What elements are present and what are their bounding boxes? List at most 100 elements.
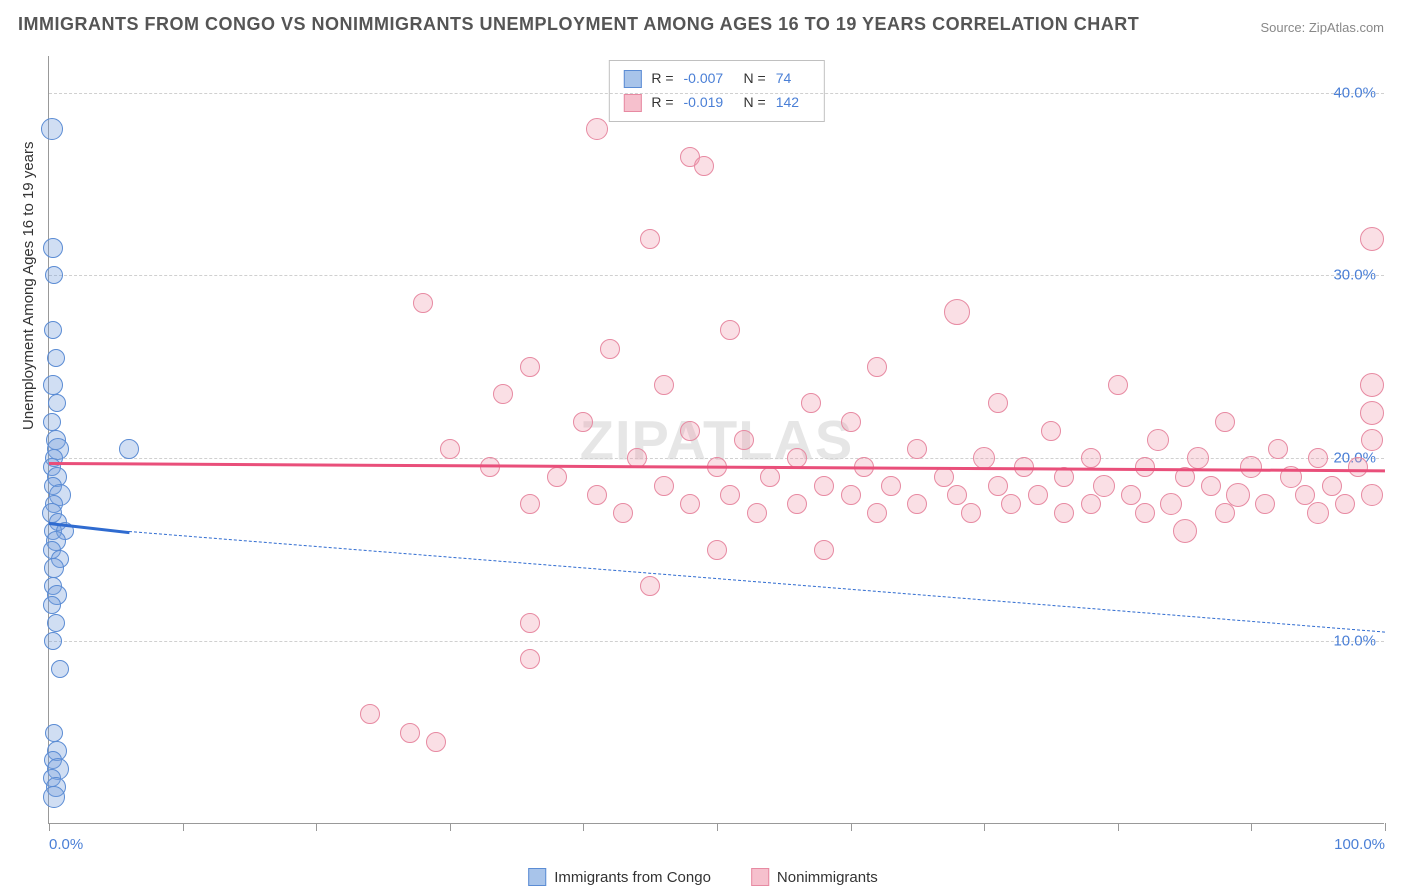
scatter-point-nonimm <box>587 485 607 505</box>
scatter-point-nonimm <box>814 540 834 560</box>
scatter-point-nonimm <box>1348 457 1368 477</box>
scatter-point-nonimm <box>867 503 887 523</box>
x-tick <box>316 823 317 831</box>
scatter-point-congo <box>47 349 65 367</box>
scatter-point-nonimm <box>907 494 927 514</box>
scatter-point-nonimm <box>360 704 380 724</box>
scatter-point-nonimm <box>1215 503 1235 523</box>
scatter-point-nonimm <box>640 229 660 249</box>
scatter-point-nonimm <box>944 299 970 325</box>
plot-area: ZIPATLAS R =-0.007N =74R =-0.019N =142 1… <box>48 56 1384 824</box>
stat-r-value: -0.019 <box>684 91 734 115</box>
scatter-point-nonimm <box>734 430 754 450</box>
scatter-point-nonimm <box>1240 456 1262 478</box>
scatter-point-nonimm <box>1360 401 1384 425</box>
trend-line-dash <box>129 531 1385 633</box>
scatter-point-nonimm <box>480 457 500 477</box>
x-tick <box>984 823 985 831</box>
scatter-point-nonimm <box>1108 375 1128 395</box>
scatter-point-nonimm <box>1081 448 1101 468</box>
scatter-point-congo <box>43 375 63 395</box>
scatter-point-nonimm <box>1201 476 1221 496</box>
scatter-point-nonimm <box>760 467 780 487</box>
scatter-point-nonimm <box>1360 373 1384 397</box>
scatter-point-nonimm <box>680 421 700 441</box>
source-attribution: Source: ZipAtlas.com <box>1260 20 1384 35</box>
y-tick-label: 40.0% <box>1333 84 1376 101</box>
scatter-point-nonimm <box>1147 429 1169 451</box>
scatter-point-nonimm <box>867 357 887 377</box>
scatter-point-nonimm <box>654 476 674 496</box>
stat-r-value: -0.007 <box>684 67 734 91</box>
scatter-point-nonimm <box>934 467 954 487</box>
scatter-point-nonimm <box>1361 484 1383 506</box>
swatch-nonimm-icon <box>623 94 641 112</box>
stat-r-label: R = <box>651 91 673 115</box>
x-tick <box>583 823 584 831</box>
scatter-point-nonimm <box>1215 412 1235 432</box>
chart-title: IMMIGRANTS FROM CONGO VS NONIMMIGRANTS U… <box>18 14 1139 35</box>
scatter-point-nonimm <box>1160 493 1182 515</box>
scatter-point-nonimm <box>1054 503 1074 523</box>
legend-label: Immigrants from Congo <box>554 869 711 886</box>
stat-n-label: N = <box>744 67 766 91</box>
scatter-point-congo <box>44 558 64 578</box>
stat-n-label: N = <box>744 91 766 115</box>
scatter-point-nonimm <box>973 447 995 469</box>
y-tick-label: 10.0% <box>1333 633 1376 650</box>
x-tick <box>183 823 184 831</box>
swatch-nonimm-icon <box>751 868 769 886</box>
x-tick <box>851 823 852 831</box>
x-tick <box>1118 823 1119 831</box>
scatter-point-nonimm <box>640 576 660 596</box>
legend-item-congo: Immigrants from Congo <box>528 868 711 886</box>
stats-row-nonimm: R =-0.019N =142 <box>623 91 809 115</box>
swatch-congo-icon <box>528 868 546 886</box>
stats-legend-box: R =-0.007N =74R =-0.019N =142 <box>608 60 824 122</box>
scatter-point-nonimm <box>586 118 608 140</box>
scatter-point-nonimm <box>814 476 834 496</box>
scatter-point-congo <box>44 321 62 339</box>
scatter-point-nonimm <box>1361 429 1383 451</box>
x-tick <box>49 823 50 831</box>
x-tick <box>1385 823 1386 831</box>
gridline-h <box>49 641 1384 642</box>
y-tick-label: 30.0% <box>1333 267 1376 284</box>
legend-item-nonimm: Nonimmigrants <box>751 868 878 886</box>
scatter-point-nonimm <box>493 384 513 404</box>
scatter-point-nonimm <box>1187 447 1209 469</box>
scatter-point-nonimm <box>1093 475 1115 497</box>
scatter-point-nonimm <box>881 476 901 496</box>
scatter-point-nonimm <box>547 467 567 487</box>
scatter-point-nonimm <box>1322 476 1342 496</box>
scatter-point-nonimm <box>1308 448 1328 468</box>
scatter-point-nonimm <box>1001 494 1021 514</box>
scatter-point-nonimm <box>988 476 1008 496</box>
scatter-point-nonimm <box>1135 503 1155 523</box>
scatter-point-congo <box>119 439 139 459</box>
scatter-point-nonimm <box>573 412 593 432</box>
scatter-point-nonimm <box>654 375 674 395</box>
scatter-point-nonimm <box>1121 485 1141 505</box>
stat-r-label: R = <box>651 67 673 91</box>
scatter-point-congo <box>41 118 63 140</box>
x-tick <box>450 823 451 831</box>
scatter-point-nonimm <box>1360 227 1384 251</box>
scatter-point-nonimm <box>841 412 861 432</box>
scatter-point-nonimm <box>440 439 460 459</box>
scatter-point-nonimm <box>520 357 540 377</box>
scatter-point-nonimm <box>1226 483 1250 507</box>
scatter-point-nonimm <box>1307 502 1329 524</box>
x-tick-label: 100.0% <box>1334 836 1385 853</box>
scatter-point-nonimm <box>1041 421 1061 441</box>
scatter-point-congo <box>48 394 66 412</box>
y-axis-label: Unemployment Among Ages 16 to 19 years <box>20 141 37 430</box>
x-tick-label: 0.0% <box>49 836 83 853</box>
scatter-point-nonimm <box>1335 494 1355 514</box>
scatter-point-nonimm <box>961 503 981 523</box>
scatter-point-congo <box>47 614 65 632</box>
scatter-point-nonimm <box>520 613 540 633</box>
scatter-point-congo <box>43 413 61 431</box>
scatter-point-congo <box>45 724 63 742</box>
scatter-point-nonimm <box>747 503 767 523</box>
